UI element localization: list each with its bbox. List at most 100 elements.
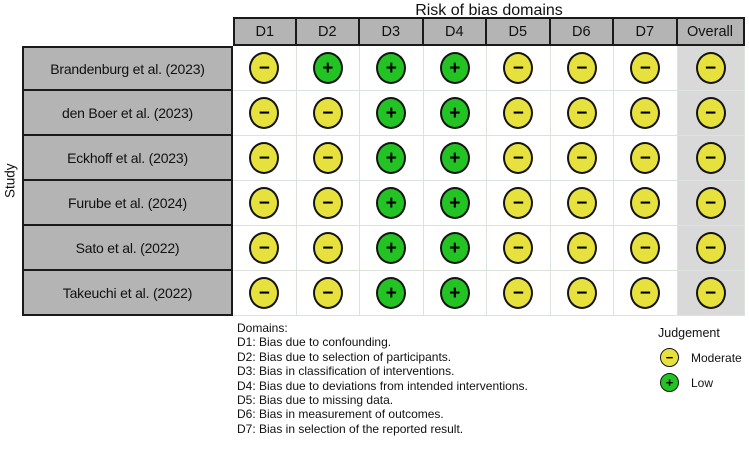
column-header-row: D1 D2 D3 D4 D5 D6 D7 Overall xyxy=(233,17,745,46)
rating-cell: + xyxy=(360,46,424,91)
rating-cell: − xyxy=(487,226,551,271)
rating-cell: − xyxy=(614,226,678,271)
judgement-circle-moderate: − xyxy=(249,142,280,174)
rating-cell: − xyxy=(296,181,360,226)
judgement-circle-moderate: − xyxy=(566,142,597,174)
rating-cell: + xyxy=(360,91,424,136)
judgement-circle-moderate: − xyxy=(566,97,597,129)
column-header-d4: D4 xyxy=(423,17,487,46)
judgement-circle-moderate: − xyxy=(630,187,661,219)
judgement-circle-moderate: − xyxy=(566,52,597,84)
judgement-circle-low: + xyxy=(312,52,343,84)
column-header-d6: D6 xyxy=(550,17,614,46)
judgement-circle-low: + xyxy=(439,232,470,264)
rating-cell: + xyxy=(423,181,487,226)
rating-cell: − xyxy=(614,136,678,181)
domains-note-line: D4: Bias due to deviations from intended… xyxy=(237,378,528,393)
domains-note: Domains: D1: Bias due to confounding. D2:… xyxy=(237,321,528,436)
judgement-circle-moderate: − xyxy=(503,187,534,219)
judgement-circle-low: + xyxy=(439,52,470,84)
chart-title: Risk of bias domains xyxy=(415,2,563,19)
judgement-circle-low: + xyxy=(439,277,470,309)
domains-note-heading: Domains: xyxy=(237,321,288,335)
judgement-circle-moderate: − xyxy=(695,277,726,309)
column-header-overall: Overall xyxy=(677,17,745,46)
rating-cell: + xyxy=(423,271,487,316)
rating-cell: + xyxy=(423,91,487,136)
judgement-circle-moderate: − xyxy=(695,232,726,264)
rating-cell: − xyxy=(296,271,360,316)
rating-cell: − xyxy=(614,181,678,226)
rating-cell: − xyxy=(677,136,745,181)
rating-cell: − xyxy=(233,226,297,271)
legend-circle-moderate: − xyxy=(660,348,679,367)
rating-cell: − xyxy=(487,46,551,91)
judgement-circle-low: + xyxy=(439,187,470,219)
study-label-column: Brandenburg et al. (2023) den Boer et al.… xyxy=(22,46,233,316)
legend-item-low: + Low xyxy=(651,373,749,392)
domains-note-line: D7: Bias in selection of the reported re… xyxy=(237,421,464,436)
study-label: Furube et al. (2024) xyxy=(22,181,233,226)
rating-cell: − xyxy=(296,136,360,181)
judgement-circle-moderate: − xyxy=(695,142,726,174)
judgement-circle-moderate: − xyxy=(695,97,726,129)
judgement-circle-moderate: − xyxy=(503,97,534,129)
judgement-circle-low: + xyxy=(376,187,407,219)
judgement-circle-moderate: − xyxy=(566,187,597,219)
rating-cell: − xyxy=(550,271,614,316)
judgement-circle-moderate: − xyxy=(630,277,661,309)
study-label: Sato et al. (2022) xyxy=(22,226,233,271)
judgement-circle-low: + xyxy=(376,52,407,84)
judgement-circle-low: + xyxy=(439,142,470,174)
domains-note-line: D2: Bias due to selection of participant… xyxy=(237,349,452,364)
judgement-circle-moderate: − xyxy=(312,187,343,219)
judgement-circle-moderate: − xyxy=(249,277,280,309)
rating-cell: + xyxy=(360,136,424,181)
judgement-circle-moderate: − xyxy=(630,97,661,129)
rating-cell: + xyxy=(423,46,487,91)
rating-cell: − xyxy=(550,91,614,136)
rating-cell: − xyxy=(550,226,614,271)
judgement-circle-low: + xyxy=(376,142,407,174)
rating-cell: − xyxy=(233,271,297,316)
judgement-circle-moderate: − xyxy=(503,232,534,264)
judgement-circle-moderate: − xyxy=(695,52,726,84)
y-axis-label: Study xyxy=(2,163,18,199)
rating-cell: − xyxy=(550,136,614,181)
rating-cell: − xyxy=(614,46,678,91)
domains-note-line: D5: Bias due to missing data. xyxy=(237,393,394,408)
judgement-circle-moderate: − xyxy=(566,277,597,309)
judgement-circle-moderate: − xyxy=(566,232,597,264)
judgement-circle-moderate: − xyxy=(503,52,534,84)
judgement-circle-moderate: − xyxy=(312,232,343,264)
column-header-d5: D5 xyxy=(487,17,551,46)
rating-cell: − xyxy=(614,271,678,316)
rating-cell: − xyxy=(550,181,614,226)
study-label: Brandenburg et al. (2023) xyxy=(22,46,233,91)
rating-cell: − xyxy=(677,271,745,316)
domains-note-line: D3: Bias in classification of interventi… xyxy=(237,364,455,379)
column-header-d3: D3 xyxy=(360,17,424,46)
study-label: Eckhoff et al. (2023) xyxy=(22,136,233,181)
judgement-circle-moderate: − xyxy=(249,52,280,84)
domains-note-line: D6: Bias in measurement of outcomes. xyxy=(237,407,444,422)
rating-cell: − xyxy=(487,181,551,226)
rating-cell: − xyxy=(677,46,745,91)
rating-cell: + xyxy=(360,181,424,226)
rating-cell: − xyxy=(233,91,297,136)
rating-cell: + xyxy=(423,226,487,271)
study-label: Takeuchi et al. (2022) xyxy=(22,271,233,316)
rating-cell: + xyxy=(360,226,424,271)
rating-cell: − xyxy=(296,91,360,136)
judgement-circle-moderate: − xyxy=(695,187,726,219)
rating-cell: − xyxy=(677,226,745,271)
judgement-circle-low: + xyxy=(376,232,407,264)
rating-cell: − xyxy=(550,46,614,91)
column-header-d7: D7 xyxy=(614,17,678,46)
legend-items: − Moderate + Low xyxy=(651,348,749,392)
judgement-circle-moderate: − xyxy=(630,52,661,84)
rating-cell: − xyxy=(487,136,551,181)
rating-cell: − xyxy=(614,91,678,136)
judgement-legend: Judgement − Moderate + Low xyxy=(651,326,749,398)
